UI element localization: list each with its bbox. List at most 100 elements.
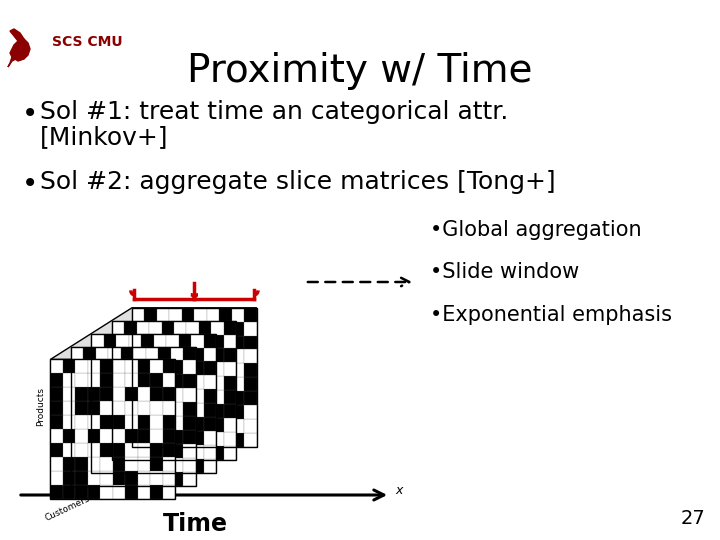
Bar <box>149 390 161 404</box>
Bar <box>113 401 125 415</box>
Bar <box>194 308 207 322</box>
Bar <box>100 484 113 498</box>
Bar <box>63 471 76 484</box>
Bar <box>179 417 191 431</box>
Bar <box>191 403 204 417</box>
Bar <box>145 363 157 377</box>
Bar <box>204 403 216 417</box>
Bar <box>88 471 100 484</box>
Bar <box>191 334 204 348</box>
Bar <box>132 349 145 363</box>
Bar <box>204 417 216 431</box>
Bar <box>179 361 191 375</box>
Text: x: x <box>395 483 402 496</box>
Bar <box>224 446 236 460</box>
Bar <box>169 419 182 433</box>
Bar <box>112 418 124 432</box>
Bar <box>129 417 141 431</box>
Bar <box>157 322 169 335</box>
Bar <box>232 363 244 377</box>
Bar <box>174 404 186 418</box>
Bar <box>121 402 133 416</box>
Bar <box>145 402 158 416</box>
Text: Proximity w/ Time: Proximity w/ Time <box>187 52 533 90</box>
Bar <box>104 445 116 459</box>
Bar <box>113 387 125 401</box>
Bar <box>171 402 183 416</box>
Bar <box>137 376 149 390</box>
Bar <box>133 430 145 444</box>
Bar <box>182 335 194 349</box>
Bar <box>163 387 175 401</box>
Bar <box>88 484 100 498</box>
Bar <box>129 431 141 445</box>
Bar <box>104 431 116 445</box>
Bar <box>112 446 124 460</box>
Bar <box>232 377 244 391</box>
Bar <box>174 321 186 335</box>
Bar <box>137 348 149 362</box>
Bar <box>71 444 84 458</box>
Bar <box>104 403 116 417</box>
Bar <box>174 432 186 446</box>
Bar <box>150 429 163 443</box>
Bar <box>191 375 204 389</box>
Bar <box>137 321 149 335</box>
Bar <box>124 376 137 390</box>
Bar <box>220 335 232 349</box>
Bar <box>63 484 76 498</box>
Bar <box>91 459 104 472</box>
Bar <box>212 348 224 362</box>
Bar <box>199 335 212 348</box>
Bar <box>149 404 161 418</box>
Bar <box>204 389 216 403</box>
Bar <box>76 387 88 401</box>
Bar <box>212 404 224 418</box>
Bar <box>104 348 116 361</box>
Bar <box>182 391 194 405</box>
Bar <box>76 373 88 387</box>
Bar <box>113 457 125 471</box>
Bar <box>179 375 191 389</box>
Bar <box>121 430 133 444</box>
Bar <box>91 389 104 403</box>
Bar <box>153 459 166 472</box>
Bar <box>182 433 194 447</box>
Bar <box>149 321 161 335</box>
Bar <box>132 433 145 447</box>
Bar <box>104 459 116 472</box>
Bar <box>132 391 145 405</box>
Bar <box>220 363 232 377</box>
Bar <box>76 443 88 457</box>
Bar <box>71 472 84 485</box>
Bar <box>166 389 179 403</box>
Bar <box>166 334 179 348</box>
Bar <box>220 433 232 447</box>
Bar <box>141 403 153 417</box>
Text: [Minkov+]: [Minkov+] <box>40 125 168 149</box>
Bar <box>153 348 166 361</box>
Bar <box>153 375 166 389</box>
Bar <box>108 416 121 430</box>
Bar <box>158 402 171 416</box>
Bar <box>169 349 182 363</box>
Text: 27: 27 <box>680 509 705 528</box>
Bar <box>113 373 125 387</box>
Bar <box>194 335 207 349</box>
Bar <box>186 321 199 335</box>
Bar <box>194 377 207 391</box>
Bar <box>207 405 220 419</box>
Bar <box>63 401 76 415</box>
Bar <box>116 459 129 472</box>
Bar <box>91 375 104 389</box>
Bar <box>174 362 186 376</box>
Bar <box>191 361 204 375</box>
Bar <box>112 362 124 376</box>
Bar <box>63 457 76 471</box>
Bar <box>207 377 220 391</box>
Bar <box>204 431 216 445</box>
Bar <box>100 471 113 484</box>
Text: •: • <box>22 100 38 128</box>
Polygon shape <box>50 308 257 360</box>
Bar <box>224 418 236 432</box>
